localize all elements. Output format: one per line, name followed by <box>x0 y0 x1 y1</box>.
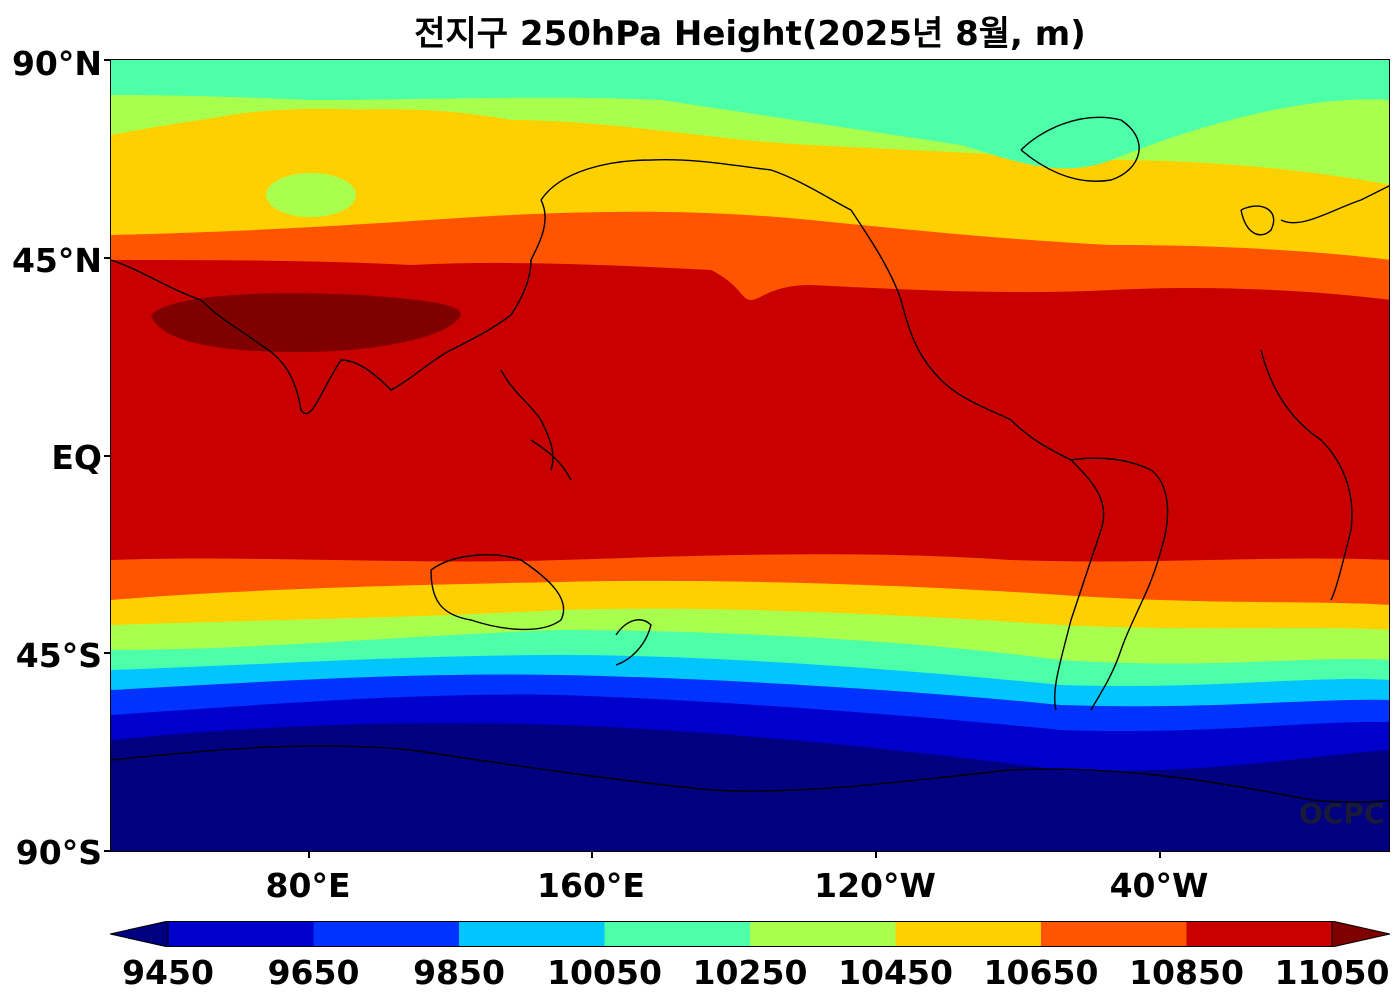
band-10050-10250-north <box>111 60 1389 169</box>
lat-tick-90s <box>104 850 110 852</box>
colorbar-segment <box>459 921 605 947</box>
ocpc-watermark: OCPC <box>1299 797 1385 830</box>
lon-label-160e: 160°E <box>537 866 645 905</box>
lon-tick-120w <box>875 852 877 858</box>
colorbar-tick-label: 10450 <box>838 953 953 992</box>
coastlines <box>111 116 1389 803</box>
lat-label-45n: 45°N <box>11 241 102 280</box>
band-below-9450 <box>111 723 1389 851</box>
lat-label-45s: 45°S <box>15 636 102 675</box>
lat-tick-eq <box>104 455 110 457</box>
colorbar-tick-label: 9650 <box>267 953 360 992</box>
colorbar-segment <box>1186 921 1333 947</box>
lat-label-90n: 90°N <box>11 44 102 83</box>
colorbar-segment <box>750 921 896 947</box>
colorbar-segment <box>168 921 314 947</box>
band-10250-10450-siberia <box>266 173 356 217</box>
colorbar-tick-label: 10250 <box>692 953 808 992</box>
colorbar-border <box>167 921 1333 947</box>
colorbar-tick-label: 9450 <box>122 953 214 992</box>
height-field-map <box>111 60 1389 851</box>
colorbar-tick-label: 10050 <box>547 953 662 992</box>
colorbar-segment <box>1041 921 1187 947</box>
lat-tick-45s <box>104 652 110 654</box>
colorbar-segment <box>313 921 460 947</box>
lat-label-eq: EQ <box>51 438 102 477</box>
colorbar-extend-high <box>1331 921 1390 947</box>
lon-label-120w: 120°W <box>814 866 936 905</box>
colorbar-segment <box>895 921 1042 947</box>
chart-title: 전지구 250hPa Height(2025년 8월, m) <box>414 14 1086 54</box>
colorbar-extend-low <box>110 921 169 947</box>
band-above-11050 <box>151 293 461 353</box>
colorbar-tick-label: 9850 <box>413 953 505 992</box>
colorbar-tick-label: 10850 <box>1129 953 1244 992</box>
map-plot-area: OCPC <box>110 59 1390 852</box>
colorbar-segment <box>604 921 751 947</box>
colorbar-tick-label: 10650 <box>983 953 1099 992</box>
lat-tick-90n <box>104 59 110 61</box>
lon-tick-40w <box>1159 852 1161 858</box>
lon-label-40w: 40°W <box>1109 866 1209 905</box>
colorbar-tick-label: 11050 <box>1274 953 1390 992</box>
lat-label-90s: 90°S <box>15 833 102 872</box>
lat-tick-45n <box>104 257 110 259</box>
lon-tick-160e <box>591 852 593 858</box>
lon-label-80e: 80°E <box>265 866 351 905</box>
band-10450-10650-eurasia <box>206 108 443 179</box>
lon-tick-80e <box>308 852 310 858</box>
colorbar <box>110 921 1390 947</box>
